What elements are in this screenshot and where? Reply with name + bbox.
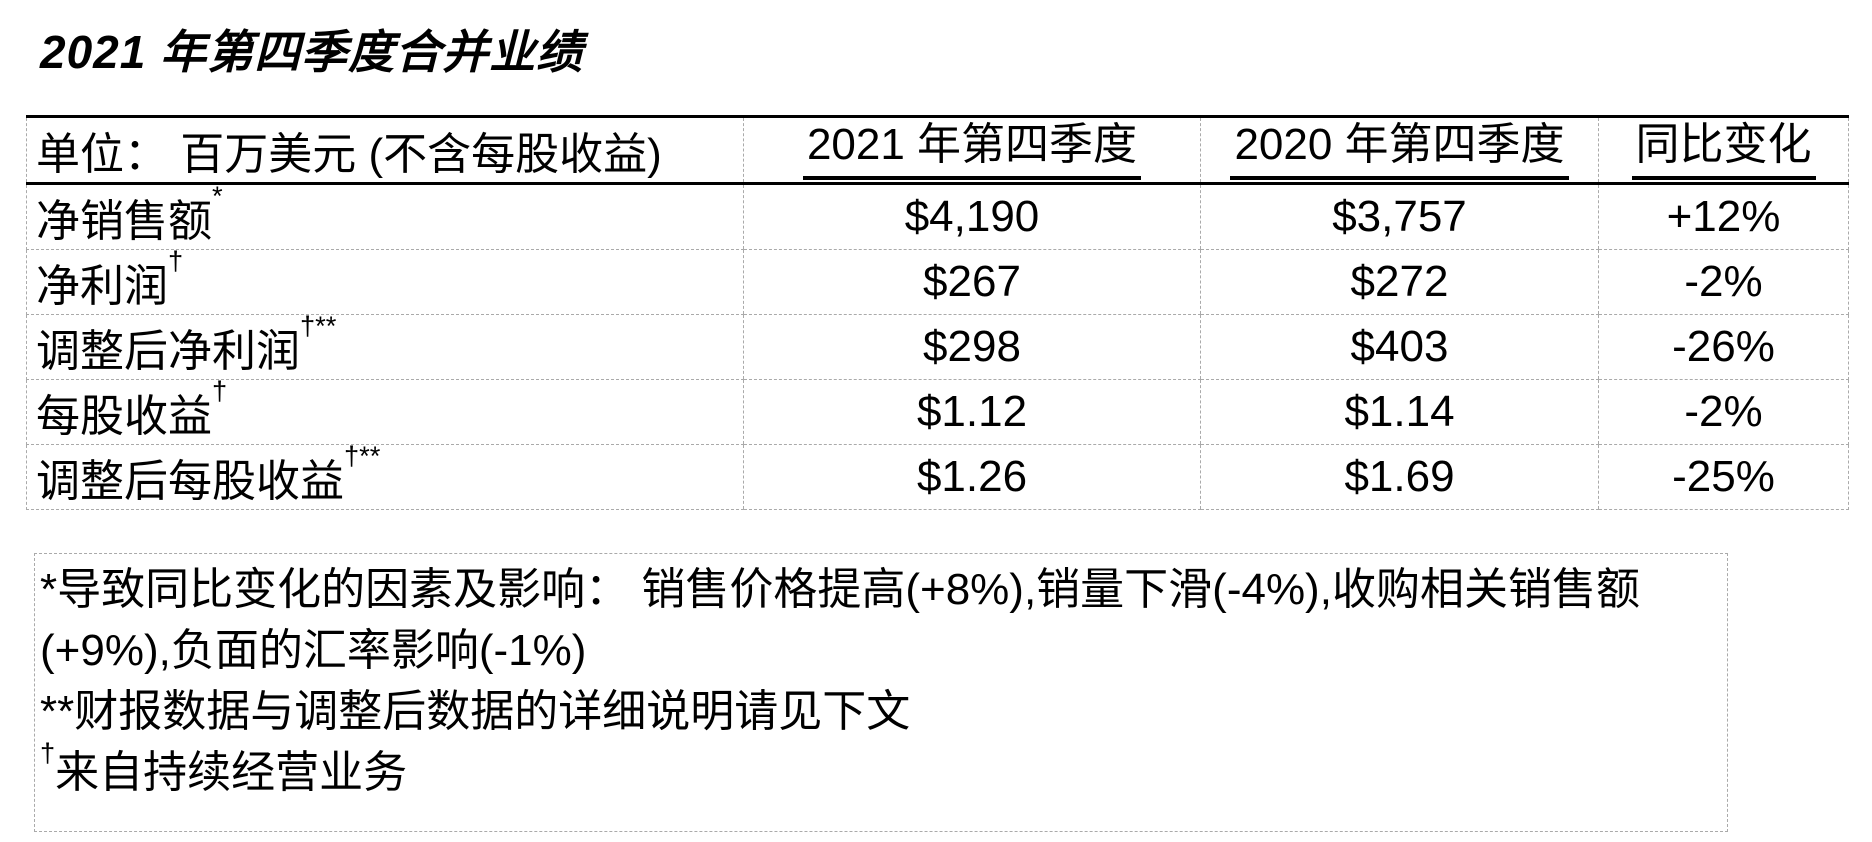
footnote-marker: †** [300,314,337,341]
value-cell-yoy: -2% [1598,379,1849,445]
footnote-text: (+9%),负面的汇率影响(-1%) [40,626,587,675]
metric-label: 每股收益 [36,392,212,441]
footnote-line: **财报数据与调整后数据的详细说明请见下文 [40,681,1727,742]
table-row: 调整后每股收益†** $1.26 $1.69 -25% [26,444,1849,510]
header-cell-yoy-change: 同比变化 [1598,115,1849,185]
next-section-heading-clipped: 2021 年第四季度分部业绩 [92,834,649,842]
table-row: 净利润† $267 $272 -2% [26,249,1849,315]
metric-label: 净利润 [36,262,168,311]
metric-label-cell: 每股收益† [26,379,744,445]
footnote-text: 来自持续经营业务 [55,748,408,797]
value-cell-yoy: -2% [1598,249,1849,315]
value-cell-yoy: +12% [1598,183,1849,250]
quarterly-results-table: 单位： 百万美元 (不含每股收益) 2021 年第四季度 2020 年第四季度 … [26,115,1849,510]
table-header-row: 单位： 百万美元 (不含每股收益) 2021 年第四季度 2020 年第四季度 … [26,115,1849,185]
metric-label-cell: 调整后每股收益†** [26,444,744,510]
table-row: 净销售额* $4,190 $3,757 +12% [26,183,1849,250]
metric-label: 调整后每股收益 [36,457,344,506]
metric-label-cell: 净利润† [26,249,744,315]
header-cell-units: 单位： 百万美元 (不含每股收益) [26,115,744,185]
value-cell-yoy: -26% [1598,314,1849,380]
table-row: 每股收益† $1.12 $1.14 -2% [26,379,1849,445]
table-row: 调整后净利润†** $298 $403 -26% [26,314,1849,380]
footnote-marker: † [168,249,184,276]
footnote-text: **财报数据与调整后数据的详细说明请见下文 [40,687,911,736]
metric-label-cell: 调整后净利润†** [26,314,744,380]
footnote-line: (+9%),负面的汇率影响(-1%) [40,620,1727,681]
value-cell-q4-2021: $298 [743,314,1201,380]
page-title: 2021 年第四季度合并业绩 [40,26,584,78]
footnote-marker: † [212,379,228,406]
q4-2021-column-label: 2021 年第四季度 [802,122,1142,180]
metric-label: 调整后净利润 [36,327,300,376]
footnote-marker: † [40,742,56,768]
value-cell-q4-2020: $1.14 [1200,379,1599,445]
value-cell-q4-2021: $4,190 [743,183,1201,250]
value-cell-q4-2021: $1.26 [743,444,1201,510]
footnote-line: *导致同比变化的因素及影响： 销售价格提高(+8%),销量下滑(-4%),收购相… [40,559,1727,620]
value-cell-yoy: -25% [1598,444,1849,510]
value-cell-q4-2020: $272 [1200,249,1599,315]
value-cell-q4-2020: $403 [1200,314,1599,380]
q4-2020-column-label: 2020 年第四季度 [1230,122,1569,180]
metric-label: 净销售额 [36,197,212,246]
value-cell-q4-2021: $1.12 [743,379,1201,445]
units-label: 单位： 百万美元 (不含每股收益) [36,130,662,179]
footnote-marker: * [212,183,223,211]
metric-label-cell: 净销售额* [26,183,744,250]
value-cell-q4-2021: $267 [743,249,1201,315]
footnotes-box: *导致同比变化的因素及影响： 销售价格提高(+8%),销量下滑(-4%),收购相… [34,553,1728,832]
value-cell-q4-2020: $3,757 [1200,183,1599,250]
footnote-line: †来自持续经营业务 [40,742,1727,803]
value-cell-q4-2020: $1.69 [1200,444,1599,510]
header-cell-q4-2020: 2020 年第四季度 [1200,115,1599,185]
yoy-change-column-label: 同比变化 [1631,122,1816,180]
footnote-marker: †** [344,444,381,471]
header-cell-q4-2021: 2021 年第四季度 [743,115,1201,185]
footnote-text: *导致同比变化的因素及影响： 销售价格提高(+8%),销量下滑(-4%),收购相… [40,565,1640,614]
